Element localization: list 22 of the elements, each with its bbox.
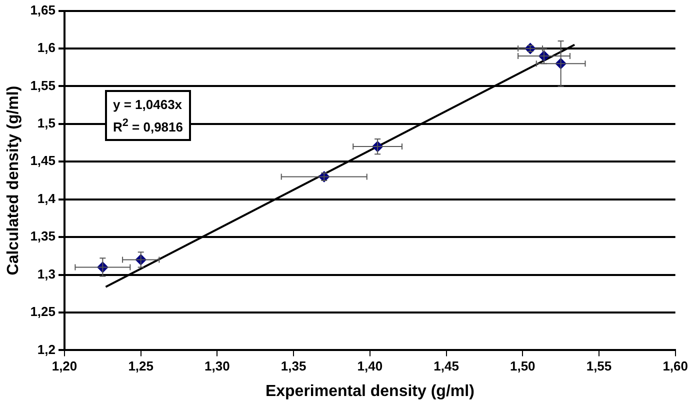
x-tick-label: 1,60 [662, 358, 688, 374]
x-tick-label: 1,20 [52, 358, 78, 374]
y-tick-label: 1,45 [30, 153, 56, 168]
x-axis-title: Experimental density (g/ml) [265, 382, 474, 400]
y-tick-label: 1,25 [30, 304, 56, 320]
y-tick-label: 1,2 [37, 342, 56, 357]
y-axis-title: Calculated density (g/ml) [5, 86, 22, 276]
y-tick-label: 1,65 [30, 2, 56, 18]
x-tick-label: 1,40 [357, 358, 383, 374]
y-tick-label: 1,6 [37, 40, 56, 56]
x-tick-label: 1,55 [586, 358, 612, 374]
x-tick-label: 1,50 [510, 358, 536, 374]
x-tick-label: 1,45 [434, 358, 459, 374]
annotation: y = 1,0463x R$^{2}$ = 0,9816 [105, 90, 191, 142]
y-tick-label: 1,5 [37, 116, 56, 131]
x-tick-label: 1,35 [280, 358, 306, 374]
x-tick-label: 1,25 [128, 358, 154, 374]
y-tick-label: 1,35 [30, 228, 56, 244]
y-tick-label: 1,4 [37, 190, 56, 206]
y-tick-label: 1,3 [37, 266, 56, 282]
y-tick-label: 1,55 [30, 78, 56, 93]
x-tick-label: 1,30 [204, 358, 230, 374]
